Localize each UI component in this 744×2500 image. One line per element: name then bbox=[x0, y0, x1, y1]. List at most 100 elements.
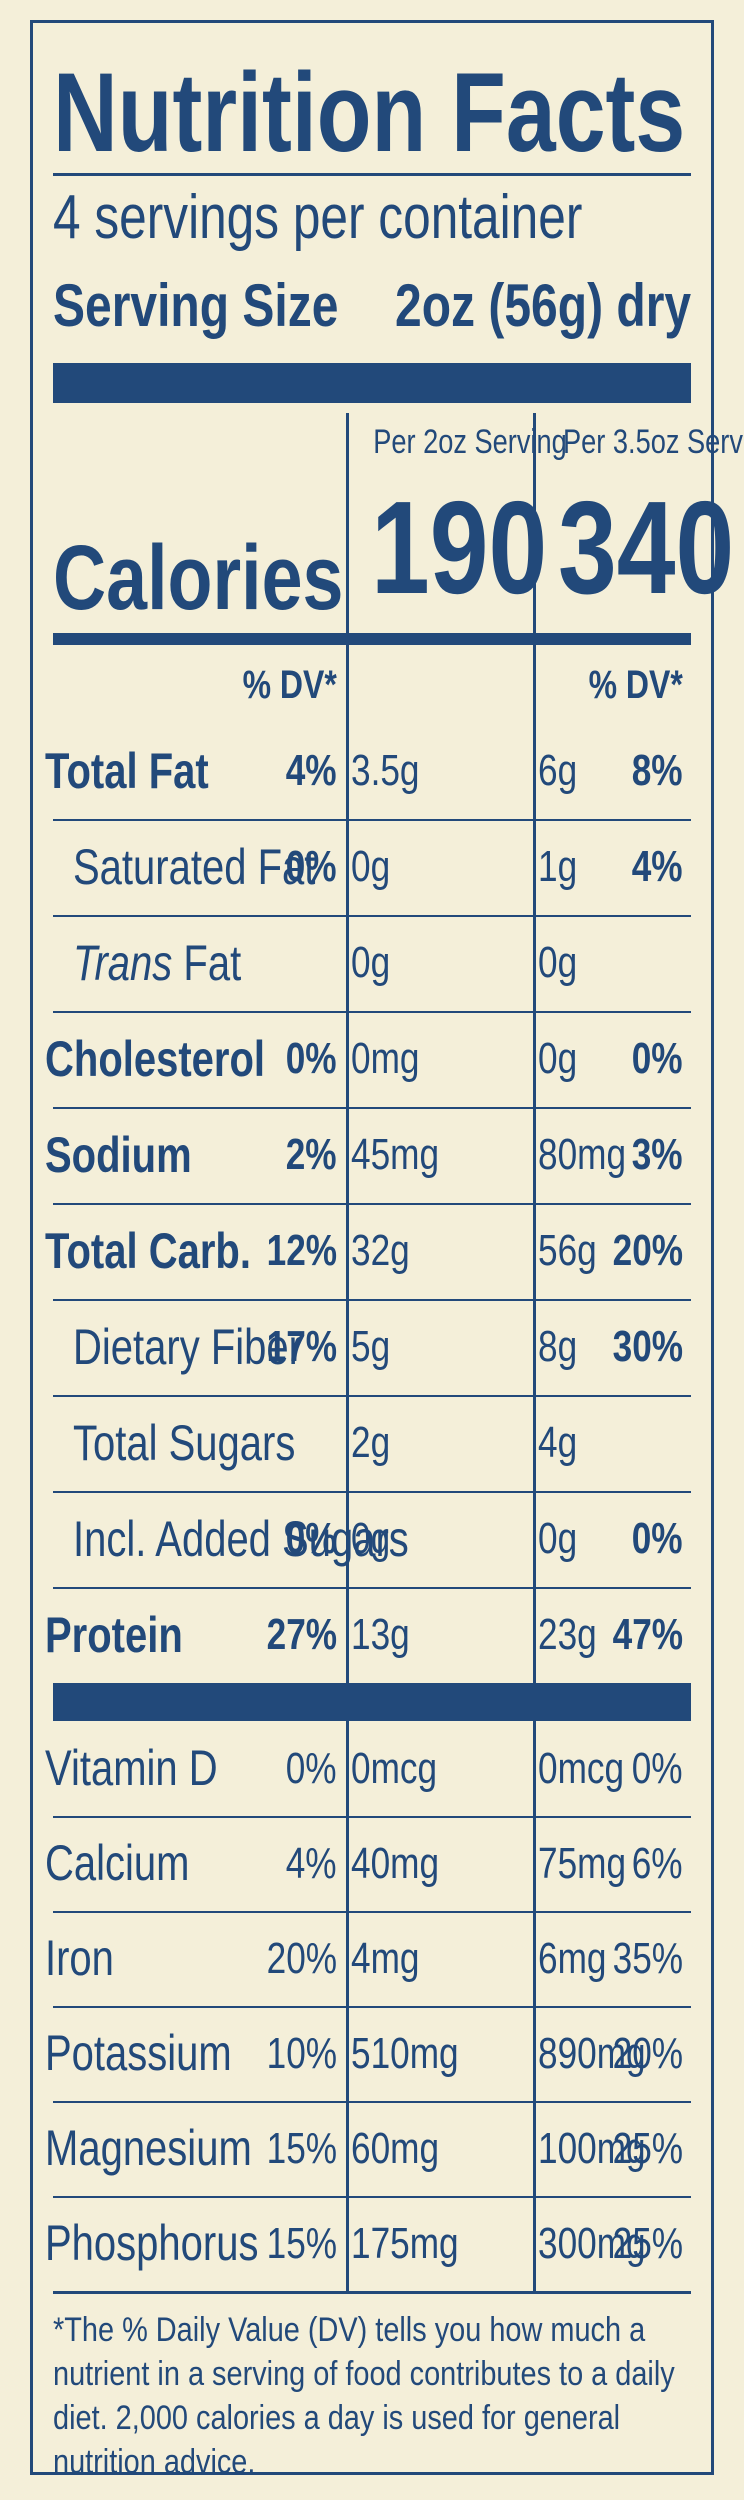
daily-value: 4% bbox=[273, 1824, 337, 1903]
daily-value-text: 0% bbox=[286, 842, 337, 891]
calories-value: 340 bbox=[536, 473, 734, 623]
dv-header-text: % DV* bbox=[588, 663, 683, 707]
nutrient-label-text: Calcium bbox=[45, 1824, 189, 1903]
nutrient-label-text: Sodium bbox=[45, 1115, 192, 1195]
amount: 100mg bbox=[538, 2109, 673, 2188]
daily-value: 10% bbox=[249, 2014, 337, 2093]
daily-value-text: 3% bbox=[632, 1130, 683, 1179]
nutrient-label-text: Dietary Fiber bbox=[73, 1307, 302, 1387]
daily-value-text: 0% bbox=[286, 1514, 337, 1563]
nutrient-label: Calcium bbox=[45, 1824, 226, 1903]
label-text: Vitamin D bbox=[45, 1740, 218, 1796]
daily-value: 25% bbox=[595, 2109, 683, 2188]
servings: 4 servings per container bbox=[53, 183, 715, 253]
nutrient-label-text: Iron bbox=[45, 1919, 114, 1998]
row-rule bbox=[53, 2006, 691, 2008]
row-rule bbox=[53, 1587, 691, 1589]
amount: 5g bbox=[351, 1307, 400, 1387]
column-divider bbox=[346, 413, 349, 1683]
row-rule bbox=[53, 1911, 691, 1913]
label-text: Total Fat bbox=[45, 743, 209, 799]
nutrient-label: Trans Fat bbox=[73, 923, 283, 1003]
nutrient-label-text: Total Carb. bbox=[45, 1211, 251, 1291]
label-text: Saturated Fat bbox=[73, 839, 316, 895]
daily-value-text: 4% bbox=[632, 842, 683, 891]
amount-text: 4g bbox=[538, 1418, 578, 1467]
row-rule bbox=[53, 1011, 691, 1013]
row-rule bbox=[53, 1299, 691, 1301]
amount-text: 0mcg bbox=[538, 1744, 625, 1793]
nutrition-panel: Nutrition Facts 4 servings per container… bbox=[30, 20, 744, 2481]
amount: 0g bbox=[351, 827, 400, 907]
daily-value-text: 2% bbox=[286, 1130, 337, 1179]
amount: 56g bbox=[538, 1211, 611, 1291]
footnote: *The % Daily Value (DV) tells you how mu… bbox=[53, 2311, 675, 2481]
daily-value: 0% bbox=[619, 1499, 683, 1579]
nutrient-label: Vitamin D bbox=[45, 1729, 261, 1808]
daily-value: 15% bbox=[249, 2109, 337, 2188]
daily-value-text: 0% bbox=[632, 1514, 683, 1563]
row-rule bbox=[53, 2196, 691, 2198]
row-rule bbox=[53, 1816, 691, 1818]
amount-text: 6mg bbox=[538, 1934, 607, 1983]
nutrient-label-text: Total Fat bbox=[45, 731, 209, 811]
daily-value: 4% bbox=[619, 827, 683, 907]
column-header: Per 2oz Serving bbox=[349, 423, 567, 462]
amount-text: 60mg bbox=[351, 2124, 440, 2173]
daily-value-text: 0% bbox=[632, 1034, 683, 1083]
daily-value-text: 25% bbox=[612, 2124, 683, 2173]
nutrient-label-text: Saturated Fat bbox=[73, 827, 315, 907]
amount-text: 75mg bbox=[538, 1839, 627, 1888]
label-text: Total Carb. bbox=[45, 1223, 251, 1279]
row-rule bbox=[53, 915, 691, 917]
calories-value-text: 340 bbox=[558, 474, 735, 621]
row-rule bbox=[53, 2101, 691, 2103]
nutrient-label: Saturated Fat bbox=[73, 827, 376, 907]
servings-text: 4 servings per container bbox=[53, 183, 583, 252]
daily-value-text: 0% bbox=[286, 1744, 337, 1793]
label-text: Iron bbox=[45, 1930, 114, 1986]
daily-value: 20% bbox=[595, 2014, 683, 2093]
daily-value-text: 47% bbox=[612, 1610, 683, 1659]
amount: 45mg bbox=[351, 1115, 461, 1195]
nutrient-label-text: Cholesterol bbox=[45, 1019, 265, 1099]
amount: 1g bbox=[538, 827, 587, 907]
daily-value: 12% bbox=[249, 1211, 337, 1291]
amount-text: 0g bbox=[351, 938, 391, 987]
amount: 6g bbox=[538, 731, 587, 811]
daily-value: 30% bbox=[595, 1307, 683, 1387]
amount: 0g bbox=[538, 923, 587, 1003]
amount-text: 40mg bbox=[351, 1839, 440, 1888]
daily-value: 15% bbox=[249, 2204, 337, 2283]
daily-value-text: 6% bbox=[632, 1839, 683, 1888]
nutrient-label-text: Vitamin D bbox=[45, 1729, 218, 1808]
daily-value: 35% bbox=[595, 1919, 683, 1998]
label-text: Potassium bbox=[45, 2025, 232, 2081]
row-rule bbox=[53, 1107, 691, 1109]
label-text: Sodium bbox=[45, 1127, 192, 1183]
amount: 23g bbox=[538, 1595, 611, 1675]
amount: 40mg bbox=[351, 1824, 461, 1903]
title: Nutrition Facts bbox=[53, 53, 744, 173]
daily-value-text: 35% bbox=[612, 1934, 683, 1983]
amount-text: 890mg bbox=[538, 2029, 646, 2078]
row-rule bbox=[53, 1203, 691, 1205]
amount-text: 6g bbox=[538, 746, 578, 795]
daily-value: 0% bbox=[619, 1729, 683, 1808]
amount-text: 510mg bbox=[351, 2029, 459, 2078]
amount-text: 4mg bbox=[351, 1934, 420, 1983]
nutrient-label-text: Magnesium bbox=[45, 2109, 252, 2188]
label-text: Magnesium bbox=[45, 2120, 252, 2176]
amount: 13g bbox=[351, 1595, 424, 1675]
dv-header-text: % DV* bbox=[242, 663, 337, 707]
daily-value: 20% bbox=[249, 1919, 337, 1998]
serving-size-label-text: Serving Size bbox=[53, 272, 339, 339]
amount-text: 45mg bbox=[351, 1130, 440, 1179]
column-divider bbox=[533, 413, 536, 1683]
calories-label: Calories bbox=[53, 528, 416, 628]
daily-value: 8% bbox=[619, 731, 683, 811]
amount-text: 56g bbox=[538, 1226, 597, 1275]
amount: 0g bbox=[351, 923, 400, 1003]
amount: 0mcg bbox=[351, 1729, 459, 1808]
title-text: Nutrition Facts bbox=[53, 50, 686, 175]
